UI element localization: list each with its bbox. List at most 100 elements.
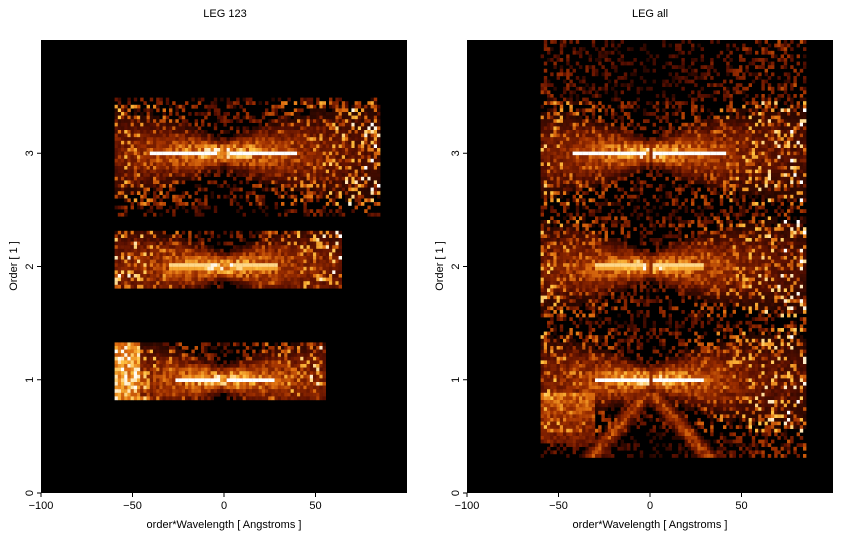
heatmap-cell xyxy=(127,281,131,285)
heatmap-cell xyxy=(197,169,202,174)
heatmap-cell xyxy=(233,169,237,174)
heatmap-cell xyxy=(370,101,374,105)
heatmap-cell xyxy=(332,248,336,253)
heatmap-cell xyxy=(783,43,788,48)
heatmap-cell xyxy=(755,76,759,80)
heatmap-cell xyxy=(149,97,154,102)
heatmap-cell xyxy=(245,126,250,131)
heatmap-cell xyxy=(313,245,317,249)
heatmap-cell xyxy=(290,342,294,347)
heatmap-cell xyxy=(553,104,557,109)
heatmap-cell xyxy=(127,122,131,127)
heatmap-cell xyxy=(162,115,166,120)
heatmap-cell xyxy=(345,133,349,138)
heatmap-cell xyxy=(117,101,122,105)
heatmap-cell xyxy=(271,274,275,278)
heatmap-cell xyxy=(569,83,573,87)
heatmap-cell xyxy=(303,187,307,192)
heatmap-cell xyxy=(345,158,349,163)
heatmap-cell xyxy=(319,126,323,131)
heatmap-cell xyxy=(316,151,320,156)
heatmap-cell xyxy=(601,47,605,51)
heatmap-cell xyxy=(370,169,374,174)
heatmap-cell xyxy=(169,259,173,264)
heatmap-cell xyxy=(156,148,160,152)
heatmap-cell xyxy=(217,367,221,372)
heatmap-cell xyxy=(210,137,214,141)
heatmap-cell xyxy=(550,122,554,127)
heatmap-cell xyxy=(319,158,323,163)
heatmap-cell xyxy=(620,83,624,87)
heatmap-cell xyxy=(261,245,266,249)
heatmap-cell xyxy=(239,364,243,368)
heatmap-cell xyxy=(338,245,342,249)
heatmap-cell xyxy=(329,198,333,203)
heatmap-cell xyxy=(153,259,157,264)
heatmap-cell xyxy=(124,180,128,185)
heatmap-cell xyxy=(146,385,150,390)
heatmap-cell xyxy=(614,83,618,87)
heatmap-cell xyxy=(665,97,669,102)
heatmap-cell xyxy=(207,162,211,167)
heatmap-cell xyxy=(140,349,144,354)
heatmap-cell xyxy=(274,378,278,383)
heatmap-cell xyxy=(322,173,326,177)
heatmap-cell xyxy=(322,101,326,105)
heatmap-cell xyxy=(175,126,179,131)
heatmap-cell xyxy=(191,263,195,267)
heatmap-cell xyxy=(338,284,342,289)
heatmap-cell xyxy=(188,140,192,145)
heatmap-cell xyxy=(207,396,211,401)
heatmap-cell xyxy=(245,389,250,393)
heatmap-cell xyxy=(124,281,128,285)
heatmap-cell xyxy=(367,180,371,185)
heatmap-cell xyxy=(172,209,176,213)
heatmap-cell xyxy=(675,101,679,105)
heatmap-cell xyxy=(207,270,211,275)
heatmap-cell xyxy=(771,50,775,55)
heatmap-cell xyxy=(300,97,304,102)
heatmap-cell xyxy=(588,108,592,113)
heatmap-cell xyxy=(226,173,230,177)
heatmap-cell xyxy=(121,284,125,289)
heatmap-cell xyxy=(611,122,615,127)
heatmap-cell xyxy=(707,83,711,87)
heatmap-cell xyxy=(117,137,122,141)
heatmap-cell xyxy=(290,119,294,123)
heatmap-cell xyxy=(729,58,733,62)
heatmap-cell xyxy=(261,356,266,361)
heatmap-cell xyxy=(373,173,378,177)
heatmap-cell xyxy=(188,144,192,149)
heatmap-cell xyxy=(249,176,253,181)
heatmap-cell xyxy=(332,108,336,113)
heatmap-cell xyxy=(213,371,218,375)
heatmap-cell xyxy=(153,126,157,131)
heatmap-cell xyxy=(133,371,138,375)
heatmap-cell xyxy=(575,40,580,44)
heatmap-cell xyxy=(277,356,282,361)
heatmap-cell xyxy=(239,252,243,257)
heatmap-cell xyxy=(617,115,621,120)
heatmap-cell xyxy=(293,259,298,264)
heatmap-cell xyxy=(319,284,323,289)
heatmap-cell xyxy=(121,140,125,145)
heatmap-cell xyxy=(178,155,182,159)
heatmap-cell xyxy=(588,54,592,59)
heatmap-cell xyxy=(153,248,157,253)
heatmap-cell xyxy=(258,263,262,267)
heatmap-cell xyxy=(604,108,608,113)
heatmap-cell xyxy=(303,169,307,174)
heatmap-cell xyxy=(213,266,218,271)
heatmap-cell xyxy=(236,234,240,239)
heatmap-cell xyxy=(297,382,301,386)
heatmap-cell xyxy=(181,266,186,271)
heatmap-cell xyxy=(143,169,147,174)
heatmap-cell xyxy=(367,140,371,145)
heatmap-cell xyxy=(540,83,544,87)
heatmap-cell xyxy=(322,378,326,383)
heatmap-cell xyxy=(137,277,141,282)
heatmap-cell xyxy=(351,209,355,213)
heatmap-cell xyxy=(181,137,186,141)
heatmap-cell xyxy=(217,389,221,393)
heatmap-cell xyxy=(140,176,144,181)
